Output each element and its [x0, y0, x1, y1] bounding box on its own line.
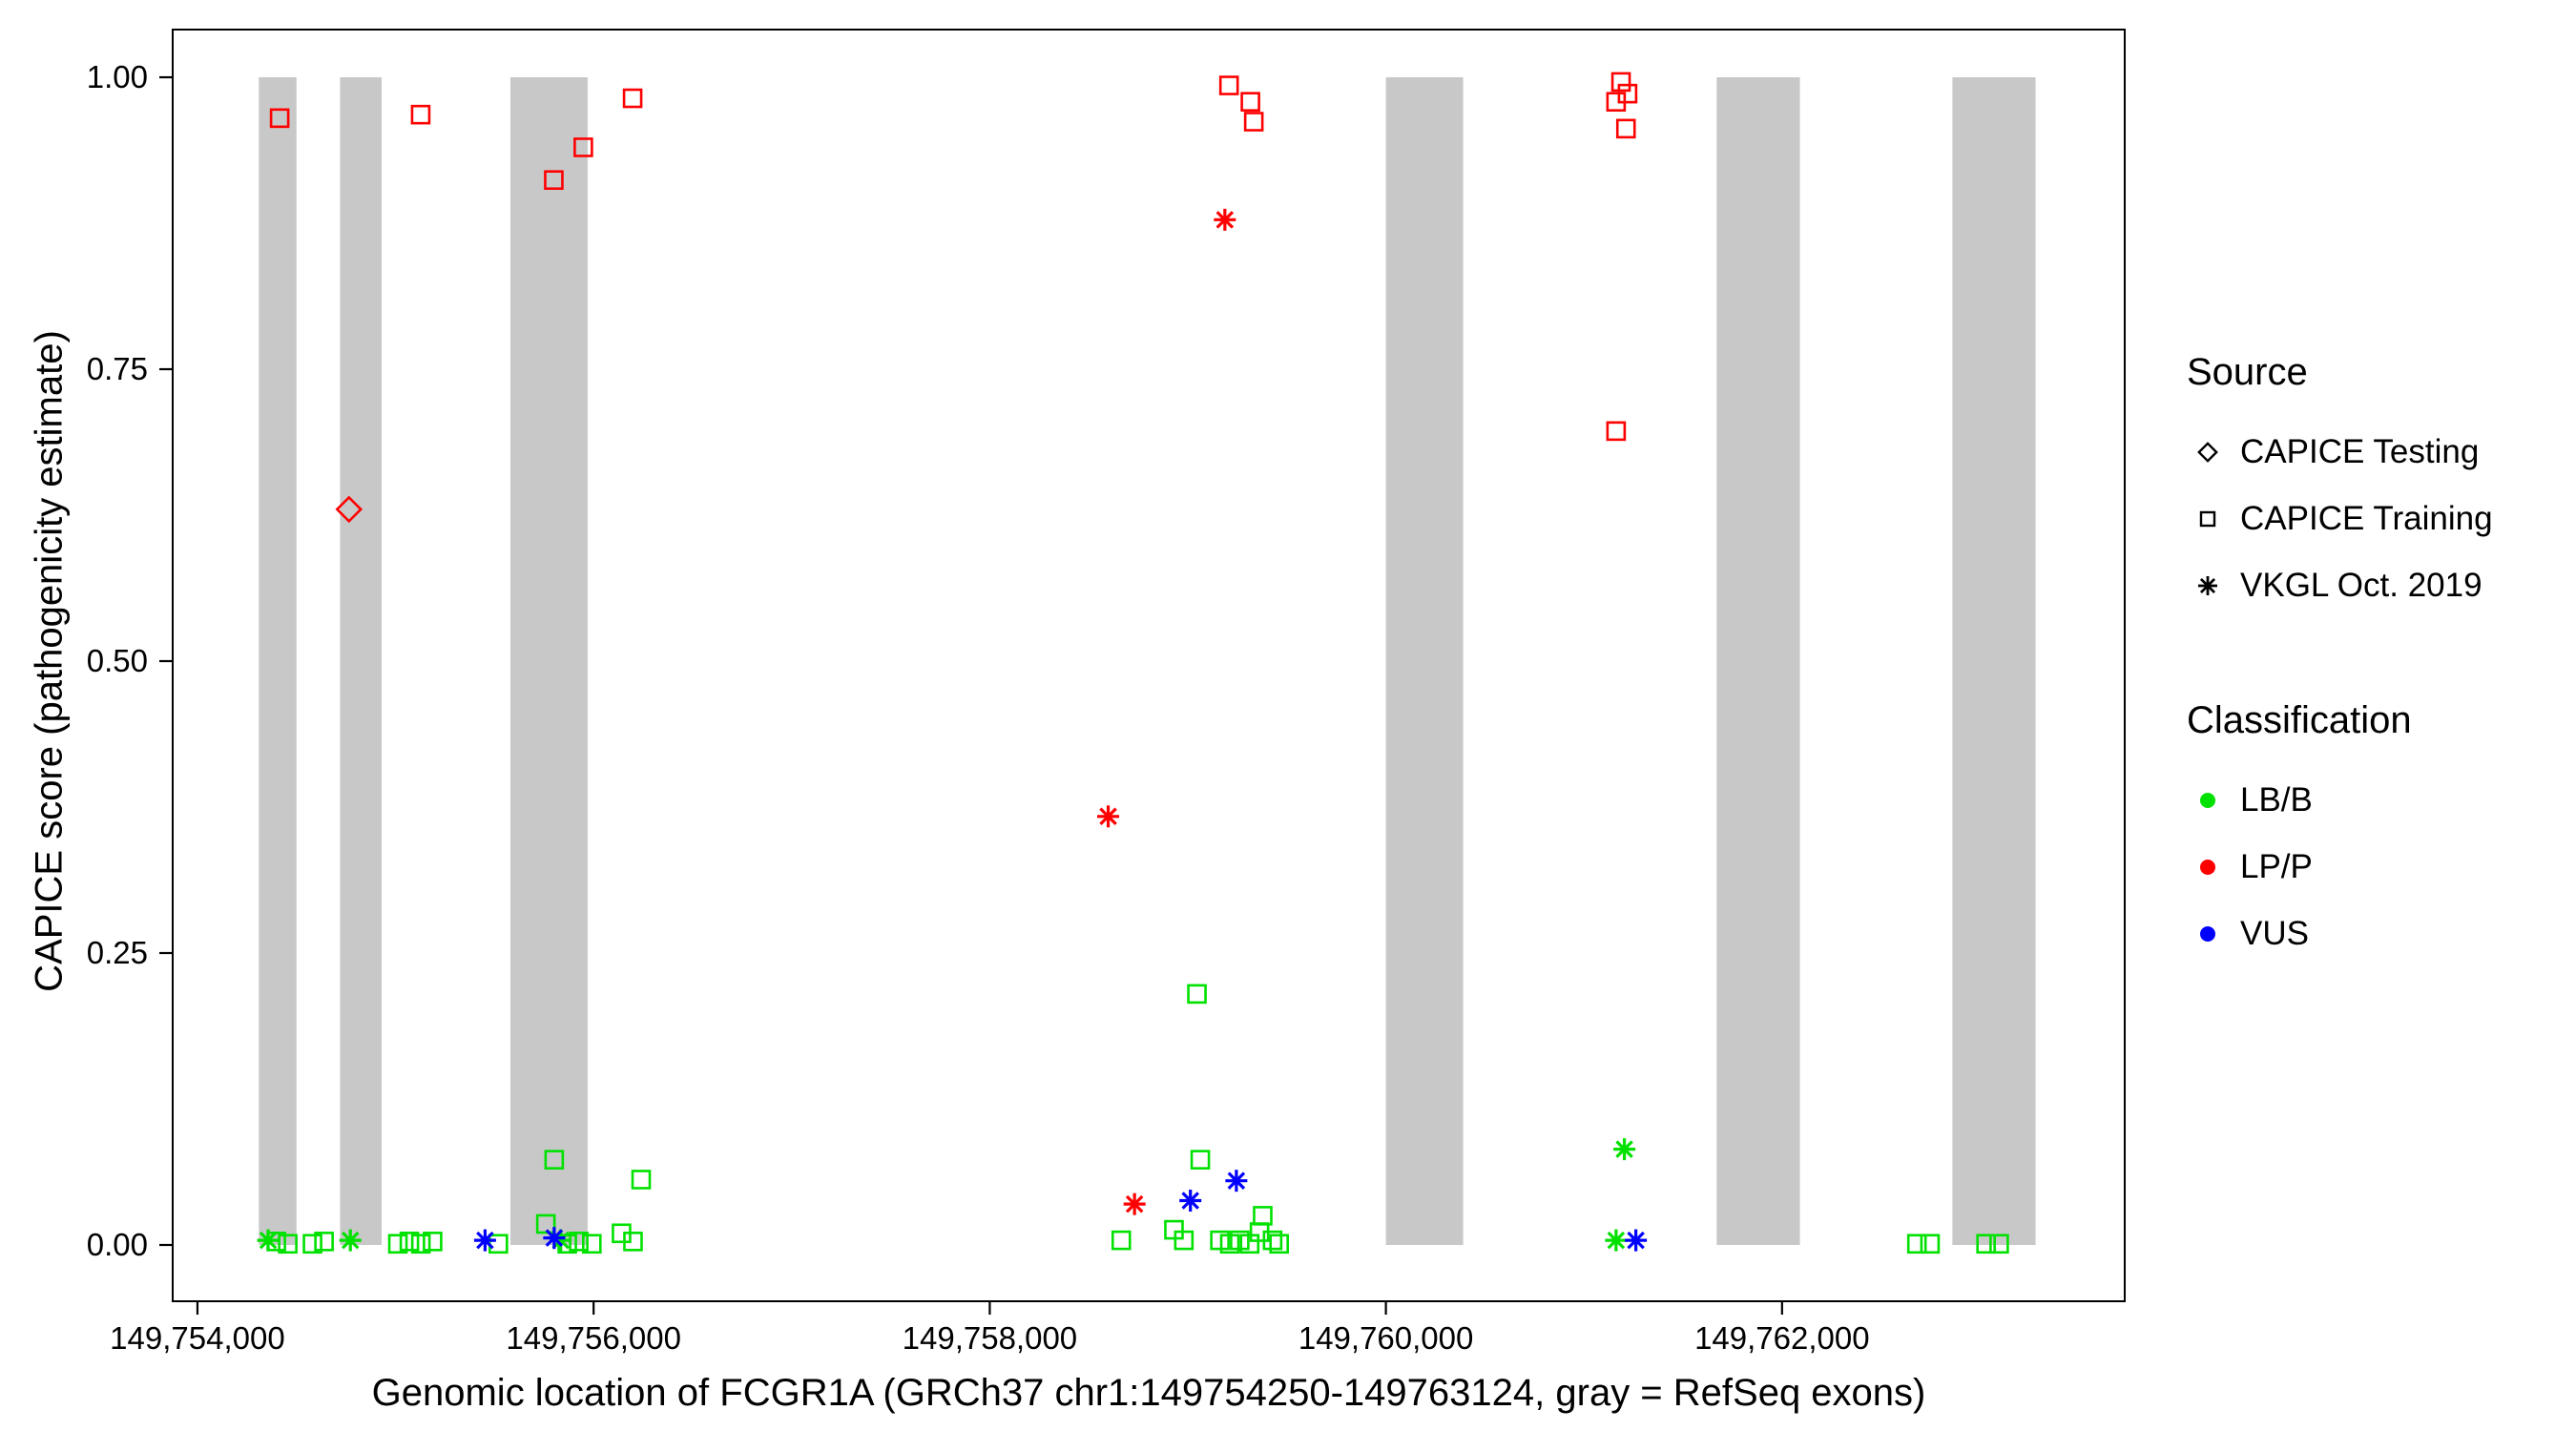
data-point-asterisk: [473, 1229, 496, 1252]
data-point-square: [1606, 92, 1627, 113]
data-point-square: [1243, 112, 1264, 132]
data-point-square: [488, 1234, 509, 1255]
data-point-square: [1210, 1230, 1230, 1251]
legend-item-vus-glyph: [2200, 926, 2215, 942]
data-point-square: [399, 1232, 420, 1252]
legend-item-diamond-glyph: [2197, 442, 2218, 463]
data-point-square: [423, 1232, 443, 1252]
legend-item-lb-b: LB/B: [2187, 767, 2493, 834]
data-point-asterisk: [543, 1227, 566, 1250]
data-point-square: [410, 1234, 431, 1255]
legend-item-lp-p-label: LP/P: [2240, 848, 2313, 885]
data-point-square: [278, 1234, 298, 1255]
data-point-square: [1218, 75, 1239, 95]
data-point-square: [1187, 984, 1207, 1005]
data-point-square: [1230, 1230, 1250, 1251]
x-tick-label: 149,756,000: [506, 1320, 681, 1356]
data-point-square: [1262, 1230, 1283, 1251]
data-point-square: [302, 1234, 322, 1255]
legend-classification-items: LB/B LP/P VUS: [2187, 767, 2493, 967]
y-tick-label: 0.00: [86, 1227, 148, 1262]
data-point-square: [1111, 1230, 1132, 1251]
data-point-asterisk: [1097, 805, 1120, 828]
y-tick-label: 1.00: [86, 59, 148, 94]
data-point-square: [1606, 421, 1627, 442]
x-tick-label: 149,762,000: [1694, 1320, 1870, 1356]
data-point-asterisk: [1179, 1189, 1202, 1212]
refseq-exon-bar: [1385, 77, 1464, 1245]
legend-source-items: CAPICE Testing CAPICE Training VKGL Oct. 2…: [2187, 419, 2493, 619]
data-point-square: [1976, 1234, 1996, 1255]
legend-item-lb-b-label: LB/B: [2240, 781, 2313, 819]
legend-item-square: CAPICE Training: [2187, 486, 2493, 552]
data-point-square: [1240, 92, 1260, 113]
data-point-asterisk: [1123, 1192, 1146, 1215]
panel-border: [172, 29, 2126, 1302]
data-point-square: [1615, 118, 1636, 139]
data-point-square: [622, 88, 643, 109]
legend: Source CAPICE Testing CAPICE Training VKGL…: [2187, 351, 2493, 967]
data-point-asterisk: [1625, 1229, 1648, 1252]
data-point-square: [314, 1232, 334, 1252]
legend-item-asterisk-label: VKGL Oct. 2019: [2240, 567, 2483, 604]
legend-item-diamond-label: CAPICE Testing: [2240, 433, 2480, 470]
refseq-exon-bar: [1952, 77, 2036, 1245]
legend-item-square-label: CAPICE Training: [2240, 500, 2493, 537]
refseq-exon-bar: [340, 77, 383, 1245]
legend-item-square-glyph: [2199, 510, 2216, 528]
y-tick-label: 0.75: [86, 351, 148, 386]
data-point-square: [623, 1232, 643, 1252]
data-point-asterisk: [1613, 1138, 1636, 1161]
data-point-square: [1989, 1234, 2009, 1255]
data-point-square: [1253, 1206, 1273, 1226]
data-point-square: [269, 108, 290, 129]
legend-item-asterisk-glyph: [2198, 576, 2217, 595]
x-tick-label: 149,760,000: [1298, 1320, 1474, 1356]
data-point-square: [582, 1234, 602, 1255]
data-point-square: [1219, 1234, 1240, 1255]
legend-item-vus: VUS: [2187, 901, 2493, 967]
data-point-asterisk: [339, 1229, 362, 1252]
data-point-asterisk: [1225, 1170, 1248, 1192]
y-tick-label: 0.25: [86, 935, 148, 970]
data-point-square: [1610, 72, 1631, 93]
data-point-square: [387, 1234, 408, 1255]
data-point-square: [573, 137, 593, 157]
refseq-exon-bar: [509, 77, 588, 1245]
legend-item-asterisk: VKGL Oct. 2019: [2187, 552, 2493, 619]
data-point-square: [1190, 1150, 1211, 1170]
data-point-asterisk: [1605, 1229, 1628, 1252]
legend-item-vus-label: VUS: [2240, 915, 2309, 952]
y-tick-label: 0.50: [86, 643, 148, 678]
data-point-square: [544, 1150, 565, 1170]
data-point-square: [1174, 1230, 1195, 1251]
refseq-exon-bar: [259, 77, 297, 1245]
refseq-exon-bar: [1716, 77, 1800, 1245]
data-point-square: [535, 1213, 556, 1234]
data-point-square: [1920, 1234, 1941, 1255]
data-point-square: [544, 170, 564, 191]
data-point-square: [410, 104, 431, 125]
x-tick-label: 149,758,000: [902, 1320, 1078, 1356]
legend-source-title: Source: [2187, 351, 2308, 393]
data-point-square: [1239, 1234, 1260, 1255]
data-point-square: [1164, 1219, 1184, 1240]
legend-item-lp-p-glyph: [2200, 860, 2215, 875]
data-point-square: [631, 1170, 652, 1190]
legend-item-lp-p: LP/P: [2187, 834, 2493, 901]
legend-item-diamond: CAPICE Testing: [2187, 419, 2493, 486]
data-point-diamond: [335, 495, 364, 524]
data-point-asterisk: [257, 1229, 280, 1252]
legend-item-lb-b-glyph: [2200, 793, 2215, 808]
y-axis-title: CAPICE score (pathogenicity estimate): [28, 330, 71, 992]
data-point-asterisk: [1214, 208, 1236, 231]
x-axis-title: Genomic location of FCGR1A (GRCh37 chr1:…: [371, 1372, 1926, 1414]
data-point-square: [1269, 1234, 1290, 1255]
legend-classification-title: Classification: [2187, 699, 2412, 741]
data-point-square: [1906, 1234, 1927, 1255]
x-tick-label: 149,754,000: [110, 1320, 285, 1356]
